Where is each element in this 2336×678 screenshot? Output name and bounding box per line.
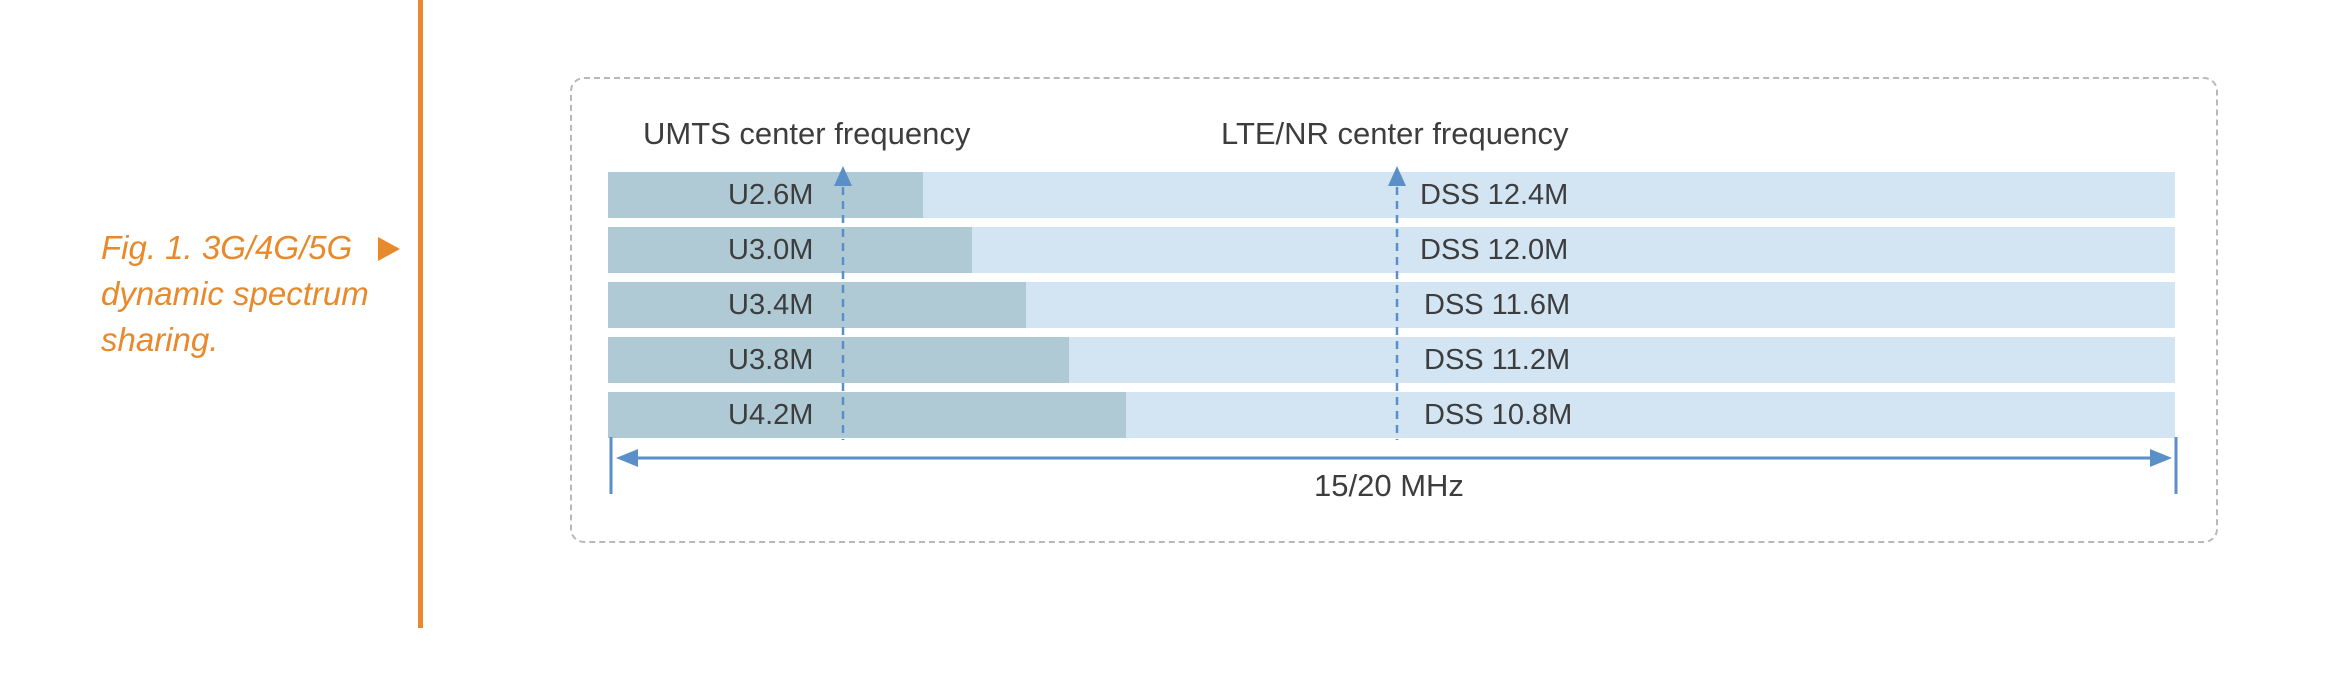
bandwidth-label: 15/20 MHz [1314,468,1464,503]
caption-line-3: sharing. [101,321,219,358]
dss-bandwidth-label: DSS 12.4M [1420,179,1569,211]
umts-segment [608,227,972,273]
umts-segment [608,337,1069,383]
caption-line-2: dynamic spectrum [101,275,369,312]
umts-bandwidth-label: U3.4M [728,289,814,321]
spectrum-bar-row-3: U3.4M DSS 11.6M [608,282,2175,328]
umts-segment [608,392,1126,438]
umts-bandwidth-label: U3.8M [728,344,814,376]
accent-divider [418,0,423,628]
dss-bandwidth-label: DSS 10.8M [1424,399,1573,431]
lte-nr-center-frequency-label: LTE/NR center frequency [1221,116,1569,151]
caption-arrow-icon [378,237,401,261]
umts-bandwidth-label: U2.6M [728,179,814,211]
spectrum-bar-row-5: U4.2M DSS 10.8M [608,392,2175,438]
caption-line-1: Fig. 1. 3G/4G/5G [101,229,353,266]
spectrum-bar-row-2: U3.0M DSS 12.0M [608,227,2175,273]
spectrum-bar-row-1: U2.6M DSS 12.4M [608,172,2175,218]
umts-segment [608,172,923,218]
dss-bandwidth-label: DSS 12.0M [1420,234,1569,266]
diagram-frame [570,77,2218,543]
dss-bandwidth-label: DSS 11.2M [1424,344,1571,376]
dss-bandwidth-label: DSS 11.6M [1424,289,1571,321]
umts-segment [608,282,1026,328]
figure-caption: Fig. 1. 3G/4G/5G dynamic spectrum sharin… [101,225,401,363]
umts-bandwidth-label: U4.2M [728,399,814,431]
umts-center-frequency-label: UMTS center frequency [643,116,971,151]
umts-bandwidth-label: U3.0M [728,234,814,266]
spectrum-bar-row-4: U3.8M DSS 11.2M [608,337,2175,383]
